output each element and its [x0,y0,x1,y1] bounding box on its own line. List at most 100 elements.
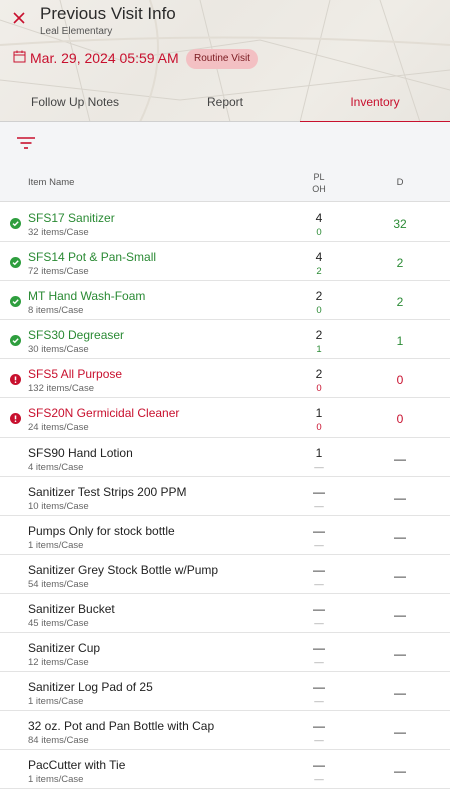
item-name: SFS30 Degreaser [28,328,125,343]
column-d: D [396,177,404,188]
check-circle-icon [10,335,21,347]
close-icon [13,12,25,24]
inventory-row[interactable]: Sanitizer Cup 12 items/Case — — — [0,633,450,673]
item-pack-size: 8 items/Case [28,305,84,317]
item-name: Sanitizer Log Pad of 25 [28,680,153,695]
on-hand-value: — [314,539,324,551]
delivered-value: 0 [396,412,404,427]
on-hand-value: — [314,500,324,512]
inventory-row[interactable]: Sanitizer Grey Stock Bottle w/Pump 54 ite… [0,555,450,594]
item-pack-size: 1 items/Case [28,539,84,551]
item-pack-size: 72 items/Case [28,266,89,278]
inventory-row[interactable]: SFS30 Degreaser 30 items/Case 2 1 1 [0,320,450,360]
check-circle-icon [10,218,21,229]
delivered-value: — [394,607,406,622]
delivered-value: — [394,686,406,701]
par-level-value: — [313,601,325,616]
inventory-row[interactable]: SFS20N Germicidal Cleaner 24 items/Case 1 0… [0,398,450,438]
inventory-row[interactable]: Sanitizer Bucket 45 items/Case — — — [0,594,450,634]
tab-inventory[interactable]: Inventory [300,88,450,122]
item-pack-size: 84 items/Case [28,735,89,747]
item-name: SFS90 Hand Lotion [28,445,133,460]
calendar-icon [13,50,26,63]
column-pl-oh: PL OH [303,171,335,195]
item-pack-size: 10 items/Case [28,500,89,512]
tab-bar: Follow Up Notes Report Inventory [0,88,450,122]
inventory-row[interactable]: SFS14 Pot & Pan-Small 72 items/Case 4 2 2 [0,242,450,282]
on-hand-value: — [314,617,324,629]
delivered-value: — [394,647,406,662]
inventory-row[interactable]: SFS5 All Purpose 132 items/Case 2 0 0 [0,359,450,399]
inventory-row[interactable]: Sanitizer Test Strips 200 PPM 10 items/Ca… [0,477,450,516]
item-pack-size: 24 items/Case [28,422,89,434]
item-name: SFS5 All Purpose [28,367,123,382]
visit-type-badge: Routine Visit [186,49,258,69]
inventory-list: SFS17 Sanitizer 32 items/Case 4 0 32 SFS14 Po… [0,203,450,790]
item-pack-size: 45 items/Case [28,617,89,629]
on-hand-value: 1 [316,344,322,356]
on-hand-value: 0 [316,227,322,238]
par-level-value: — [313,641,325,656]
inventory-row[interactable]: PacCutter with Tie 1 items/Case — — — [0,750,450,790]
school-name: Leal Elementary [40,26,113,37]
par-level-value: 2 [315,367,323,382]
item-pack-size: 30 items/Case [28,344,89,356]
delivered-value: 2 [396,295,404,310]
par-level-value: 2 [315,328,323,343]
delivered-value: 1 [396,334,404,349]
item-name: Sanitizer Test Strips 200 PPM [28,484,187,499]
column-item-name: Item Name [28,177,75,188]
delivered-value: 32 [393,217,407,231]
item-pack-size: 4 items/Case [28,461,84,473]
item-name: 32 oz. Pot and Pan Bottle with Cap [28,719,215,734]
header: Previous Visit Info Leal Elementary Mar.… [0,0,450,122]
item-pack-size: 132 items/Case [28,383,95,395]
inventory-row[interactable]: Pumps Only for stock bottle 1 items/Case —… [0,516,450,555]
close-button[interactable] [10,9,28,27]
item-name: SFS20N Germicidal Cleaner [28,406,180,421]
item-name: SFS17 Sanitizer [28,211,115,225]
item-name: Sanitizer Cup [28,641,101,656]
on-hand-value: 0 [316,305,322,317]
par-level-value: — [313,562,325,577]
on-hand-value: — [314,735,324,747]
filter-bar [0,122,450,164]
on-hand-value: — [314,461,324,473]
item-name: Sanitizer Grey Stock Bottle w/Pump [28,562,219,577]
filter-icon [17,137,35,149]
on-hand-value: 0 [316,383,322,395]
inventory-row[interactable]: Sanitizer Log Pad of 25 1 items/Case — — — [0,672,450,712]
column-pl: PL [313,172,325,182]
item-name: PacCutter with Tie [28,758,126,773]
alert-circle-icon [10,374,21,386]
on-hand-value: — [314,696,324,708]
column-header: Item Name PL OH D [0,164,450,202]
par-level-value: — [313,758,325,773]
filter-button[interactable] [16,135,36,151]
on-hand-value: — [314,774,324,786]
delivered-value: — [394,725,406,740]
on-hand-value: 2 [316,266,322,278]
par-level-value: 4 [315,211,323,225]
on-hand-value: 0 [316,422,322,434]
item-name: MT Hand Wash-Foam [28,289,146,304]
item-name: Pumps Only for stock bottle [28,523,175,538]
inventory-row[interactable]: MT Hand Wash-Foam 8 items/Case 2 0 2 [0,281,450,321]
item-pack-size: 1 items/Case [28,696,84,708]
tab-follow-up-notes[interactable]: Follow Up Notes [30,95,120,109]
tab-report[interactable]: Report [206,95,244,109]
delivered-value: 2 [396,256,404,271]
inventory-row[interactable]: 32 oz. Pot and Pan Bottle with Cap 84 ite… [0,711,450,751]
inventory-row[interactable]: SFS90 Hand Lotion 4 items/Case 1— — [0,438,450,477]
delivered-value: — [394,764,406,779]
delivered-value: 0 [396,373,404,388]
inventory-row[interactable]: SFS17 Sanitizer 32 items/Case 4 0 32 [0,203,450,243]
on-hand-value: — [314,578,324,590]
par-level-value: — [313,523,325,538]
delivered-value: — [394,451,406,466]
par-level-value: — [313,680,325,695]
item-pack-size: 32 items/Case [28,227,89,238]
delivered-value: — [394,529,406,544]
alert-circle-icon [10,413,21,425]
check-circle-icon [10,257,21,269]
